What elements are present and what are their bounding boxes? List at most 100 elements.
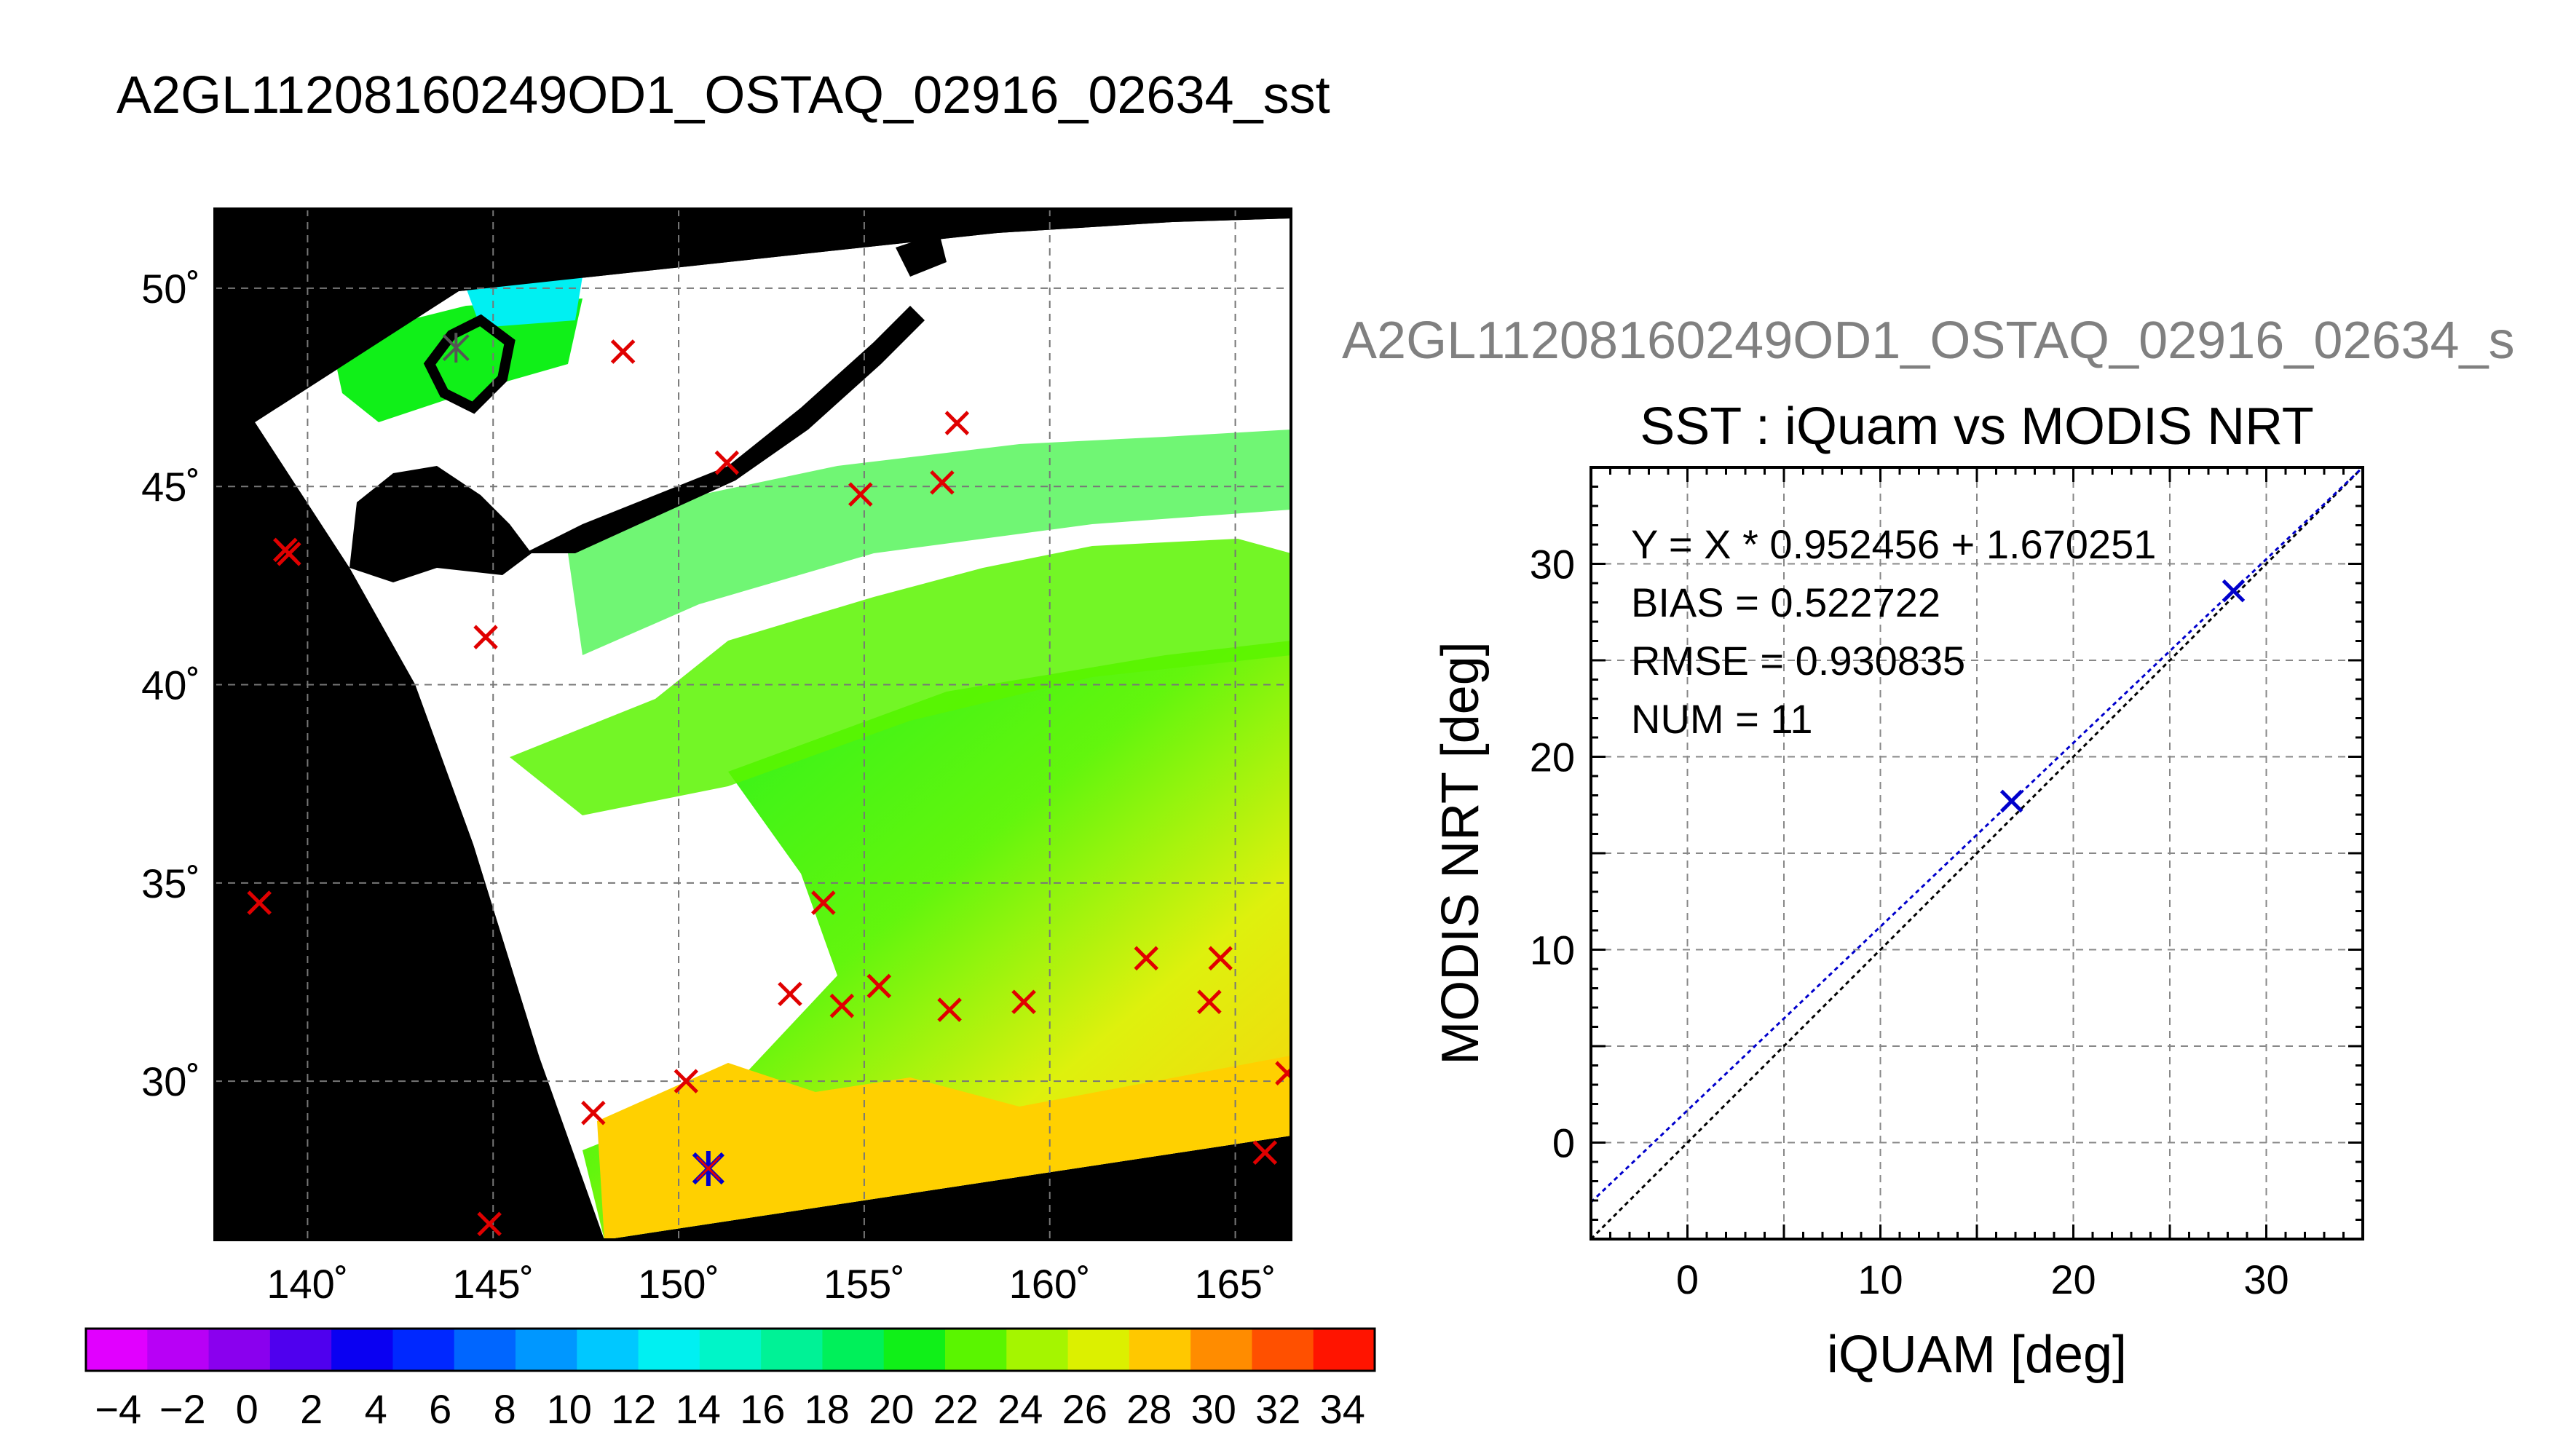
used-point-marker [695,1155,721,1182]
sst-colorbar: −4 −2 0 2 4 6 8 10 12 14 16 18 20 22 24 26 28 30 32 34 [84,1327,1376,1432]
match-point-marker [1134,946,1159,971]
colorbar-tick-label: −4 [95,1386,141,1432]
scatter-point [1999,789,2023,813]
match-point-marker [937,997,962,1022]
scatter-gridlines [1591,467,2363,1239]
scatter-ytick-label: 30 [1530,542,1575,587]
scatter-fit-lines [1590,466,2364,1241]
colorbar-tick-label: 28 [1126,1386,1172,1432]
colorbar-bin [1252,1329,1314,1371]
sst-patch-cyan-north [466,277,583,328]
land-sakhalin [423,314,516,414]
colorbar-tick-label: 12 [611,1386,656,1432]
colorbar-bin [331,1329,393,1371]
scatter-annotations: Y = X * 0.952456 + 1.670251 BIAS = 0.5227… [1631,521,2156,742]
colorbar-bin [945,1329,1007,1371]
sst-patch-warm [597,1056,1291,1240]
map-xtick-label: 160˚ [1009,1261,1091,1307]
colorbar-bin [392,1329,455,1371]
colorbar-tick-label: 34 [1320,1386,1365,1432]
land-hokkaido [350,466,532,582]
match-point-marker [848,482,873,507]
colorbar-tick-label: 18 [805,1386,850,1432]
map-ytick-label: 35˚ [141,860,200,906]
match-point-marker [866,973,892,999]
match-point-marker [944,411,970,435]
main-title: A2GL11208160249OD1_OSTAQ_02916_02634_sst [117,66,1330,124]
match-point-marker [581,1100,606,1125]
colorbar-frame [84,1327,1376,1372]
match-point-marker [1252,1140,1278,1165]
colorbar-tick-label: 20 [869,1386,914,1432]
scatter-xtick-label: 30 [2243,1257,2289,1302]
colorbar-bin [1006,1329,1069,1371]
land-kamchatka [896,233,947,277]
map-markers [247,333,1291,1236]
scatter-ylabel: MODIS NRT [deg] [1431,641,1490,1065]
colorbar-bin [1313,1329,1375,1371]
map-frame [213,207,1292,1241]
scatter-xtick-label: 10 [1857,1257,1903,1302]
match-point-marker [930,470,955,495]
map-ytick-label: 50˚ [141,266,200,312]
map-axis-labels: 140˚ 145˚ 150˚ 155˚ 160˚ 165˚ 30˚ 35˚ 40˚ 45˚ 50˚ [141,266,1276,1307]
scatter-frame [1590,466,2364,1241]
colorbar-tick-label: 2 [300,1386,323,1432]
colorbar-bin [883,1329,946,1371]
match-point-marker [1011,989,1036,1014]
colorbar-tick-label: 32 [1255,1386,1300,1432]
sst-patch-north-east [568,430,1291,655]
colorbar-bin [761,1329,823,1371]
scatter-xtick-label: 0 [1676,1257,1699,1302]
match-point-marker [473,625,498,649]
colorbar-tick-label: 22 [933,1386,979,1432]
match-point-marker [714,450,740,475]
scatter-annotation: NUM = 11 [1631,696,1812,742]
colorbar-bin [577,1329,639,1371]
scatter-point [2222,579,2246,603]
match-point-marker [277,542,301,566]
colorbar-bin [822,1329,885,1371]
colorbar-tick-label: 14 [676,1386,721,1432]
fit-line [1590,466,2364,1203]
map-xtick-label: 165˚ [1195,1261,1276,1307]
scatter-xtick-label: 20 [2050,1257,2096,1302]
match-point-marker [1197,989,1222,1014]
scatter-ticks: 0 10 20 30 0 10 20 30 [1530,466,2364,1302]
scatter-file-title: A2GL11208160249OD1_OSTAQ_02916_02634_s [1342,312,2515,370]
map-background [215,209,1291,1240]
colorbar-bin [147,1329,210,1371]
colorbar-bin [638,1329,700,1371]
colorbar-bin [269,1329,332,1371]
map-xtick-label: 140˚ [266,1261,348,1307]
map-ytick-label: 30˚ [141,1059,200,1104]
colorbar-tick-label: 30 [1191,1386,1236,1432]
sst-patch-cool-north [331,298,583,422]
scatter-xlabel: iQUAM [deg] [1827,1326,2127,1384]
scatter-annotation: RMSE = 0.930835 [1631,638,1965,684]
map-xtick-label: 155˚ [824,1261,905,1307]
match-point-marker [778,981,802,1007]
scatter-ytick-label: 10 [1530,927,1575,973]
colorbar-bin [454,1329,516,1371]
used-point-marker [442,333,470,363]
map-xtick-label: 145˚ [452,1261,534,1307]
scatter-annotation: BIAS = 0.522722 [1631,579,1940,625]
map-ytick-label: 40˚ [141,662,200,708]
scatter-ytick-label: 0 [1552,1120,1575,1166]
scatter-ytick-label: 20 [1530,735,1575,780]
used-point-marker [692,1150,724,1186]
colorbar-tick-label: 6 [429,1386,451,1432]
match-point-marker [1275,1061,1291,1086]
match-point-marker [477,1211,502,1236]
identity-line [1590,466,2364,1241]
colorbar-tick-label: −2 [159,1386,206,1432]
land-kurils [524,306,925,553]
colorbar-tick-label: 26 [1062,1386,1107,1432]
match-point-marker [1208,946,1233,971]
sst-patch-mid [510,539,1291,815]
map-xtick-label: 150˚ [638,1261,719,1307]
scatter-annotation: Y = X * 0.952456 + 1.670251 [1631,521,2156,567]
